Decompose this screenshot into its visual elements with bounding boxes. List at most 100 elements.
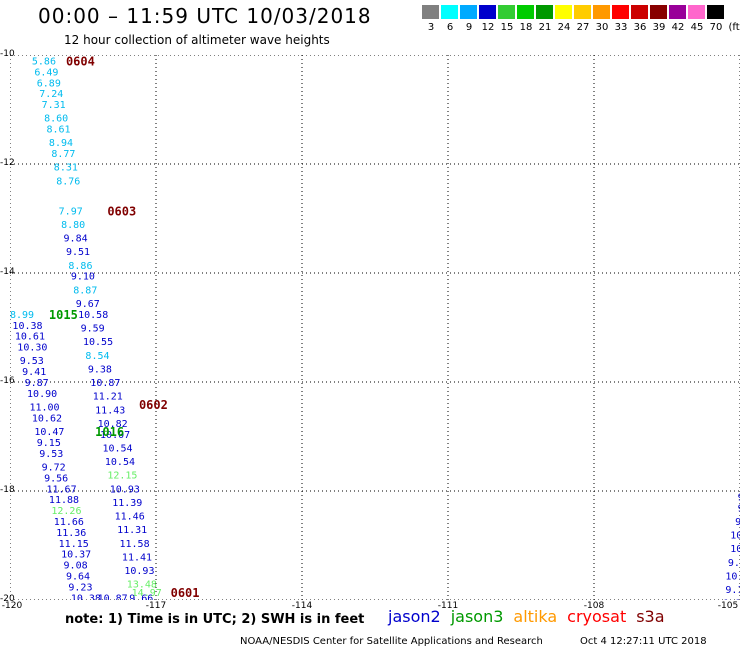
generated-timestamp: Oct 4 12:27:11 UTC 2018: [580, 636, 707, 647]
legend-label: 33: [614, 22, 628, 33]
footnote: note: 1) Time is in UTC; 2) SWH is in fe…: [65, 612, 365, 627]
wave-height-value: 9.15: [37, 438, 61, 449]
wave-height-value: 12.26: [51, 506, 81, 517]
wave-height-value: 11.39: [112, 498, 142, 509]
legend-swatch: [669, 5, 686, 19]
lon-tick-label: -120: [1, 601, 23, 611]
wave-height-value: 9.53: [39, 449, 63, 460]
legend-label: 42: [671, 22, 685, 33]
wave-height-value: 9.52: [728, 558, 740, 569]
wave-height-value: 10.47: [34, 427, 64, 438]
satellite-s3a: s3a: [636, 607, 665, 626]
legend-label: 9: [465, 22, 473, 33]
wave-height-value: 9.56: [44, 473, 68, 484]
wave-height-value: 11.31: [117, 525, 147, 536]
wave-height-value: 10.61: [15, 332, 45, 343]
legend-label: 30: [595, 22, 609, 33]
wave-height-value: 13.48: [127, 580, 157, 591]
wave-height-value: 8.87: [73, 285, 97, 296]
wave-height-value: 10.37: [61, 550, 91, 561]
wave-height-value: 11.43: [95, 405, 125, 416]
lat-tick-label: -14: [0, 267, 15, 277]
wave-height-value: 11.58: [120, 539, 150, 550]
wave-height-value: 10.55: [83, 337, 113, 348]
lon-tick-label: -105: [717, 601, 739, 611]
wave-height-value: 11.15: [59, 539, 89, 550]
legend-swatch: [498, 5, 515, 19]
wave-height-value: 9.23: [68, 582, 92, 593]
legend-unit: (ft): [728, 22, 740, 33]
wave-height-value: 9.87: [25, 378, 49, 389]
wave-height-value: 10.3: [730, 544, 740, 555]
satellite-cryosat: cryosat: [567, 607, 627, 626]
legend-swatch: [574, 5, 591, 19]
legend-swatch: [555, 5, 572, 19]
pass-time-label: 0601: [171, 586, 200, 600]
pass-time-label: 0603: [107, 204, 136, 218]
wave-height-value: 8.80: [61, 220, 85, 231]
lon-tick-label: -111: [437, 601, 459, 611]
legend-swatch: [517, 5, 534, 19]
page-subtitle: 12 hour collection of altimeter wave hei…: [64, 33, 330, 47]
legend-label: 24: [557, 22, 571, 33]
wave-height-value: 10.38: [12, 321, 42, 332]
pass-time-label: 0604: [66, 55, 95, 68]
wave-height-value: 9.66: [129, 593, 153, 600]
wave-height-value: 11.67: [47, 484, 77, 495]
wave-height-value: 5.86: [32, 56, 56, 67]
legend-swatch: [631, 5, 648, 19]
wave-height-value: 10.90: [27, 389, 57, 400]
legend-label: 70: [709, 22, 723, 33]
wave-height-value: 9.38: [88, 364, 112, 375]
wave-height-value: 9.84: [64, 234, 88, 245]
satellite-jason3: jason3: [450, 607, 504, 626]
wave-height-value: 8.76: [56, 176, 80, 187]
wave-height-value: 10.93: [110, 484, 140, 495]
wave-height-value: 9.41: [22, 367, 46, 378]
wave-height-value: 9.90: [723, 599, 740, 600]
legend-label: 6: [446, 22, 454, 33]
wave-height-value: 11.36: [56, 528, 86, 539]
legend-swatch: [593, 5, 610, 19]
wave-height-value: 9.64: [66, 571, 90, 582]
wave-height-value: 7.97: [59, 206, 83, 217]
map-plot-area[interactable]: 5.866.496.897.247.31 8.608.61 8.948.77 8.31…: [10, 55, 740, 600]
wave-height-value: 11.88: [49, 495, 79, 506]
wave-height-value: 9.51: [66, 247, 90, 258]
lat-tick-label: -12: [0, 158, 15, 168]
wave-height-value: 11.41: [122, 552, 152, 563]
wave-height-value: 12.15: [107, 471, 137, 482]
wave-height-value: 8.61: [47, 125, 71, 136]
legend-swatch: [441, 5, 458, 19]
wave-height-value: 8.54: [85, 351, 109, 362]
lat-tick-label: -20: [0, 594, 15, 604]
wave-height-value: 14.97: [132, 588, 162, 599]
wave-height-value: 10.87: [90, 378, 120, 389]
wave-height-value: 10.87: [98, 593, 128, 600]
legend-swatch: [479, 5, 496, 19]
legend-label: 45: [690, 22, 704, 33]
wave-height-value: 10.45: [725, 571, 740, 582]
satellite-altika: altika: [513, 607, 558, 626]
wave-height-value: 10.3: [730, 531, 740, 542]
wave-height-value: 9.53: [20, 356, 44, 367]
wave-height-value: 10.54: [105, 457, 135, 468]
wave-height-value: 11.66: [54, 517, 84, 528]
lat-tick-label: -16: [0, 376, 15, 386]
wave-height-value: 6.89: [37, 78, 61, 89]
wave-height-value: 10.82: [98, 419, 128, 430]
satellite-jason2: jason2: [388, 607, 441, 626]
wave-height-value: 10.38: [71, 593, 101, 600]
wave-height-value: 9.8: [735, 517, 740, 528]
wave-height-value: 9.10: [71, 272, 95, 283]
wave-height-value: 10.30: [17, 343, 47, 354]
wave-height-value: 9.: [738, 492, 740, 503]
wave-height-value: 10.93: [124, 566, 154, 577]
wave-height-value: 7.24: [39, 89, 63, 100]
legend-swatch: [460, 5, 477, 19]
legend-label: 12: [481, 22, 495, 33]
legend-label: 18: [519, 22, 533, 33]
wave-height-value: 8.94: [49, 138, 73, 149]
wave-height-value: 7.31: [42, 100, 66, 111]
